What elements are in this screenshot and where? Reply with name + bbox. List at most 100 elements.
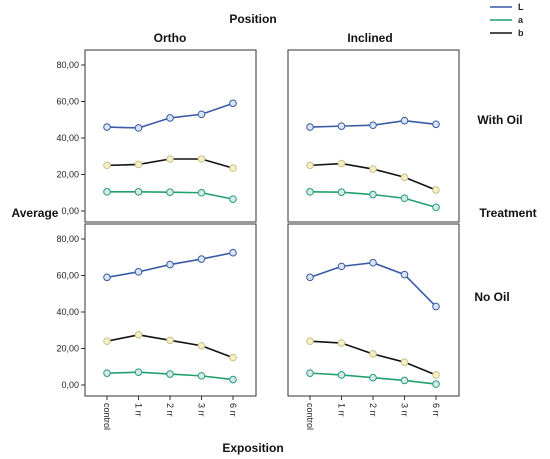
data-point-L: [400, 270, 409, 279]
x-tick-label: 3 rr: [400, 403, 410, 417]
x-tick-label: 3 rr: [197, 403, 207, 417]
y-tick-label: 80,00: [56, 234, 79, 244]
data-point-L: [103, 123, 111, 131]
data-point-b: [432, 371, 440, 379]
data-point-L: [432, 120, 440, 129]
data-point-b: [432, 186, 440, 194]
x-tick-label: 6 rr: [228, 403, 238, 417]
data-point-a: [432, 380, 440, 388]
data-point-a: [229, 375, 237, 384]
panel-frame: [84, 223, 257, 397]
data-point-b: [337, 339, 346, 347]
data-point-a: [306, 369, 314, 377]
panel-frame: [84, 49, 257, 223]
y-tick-label: 40,00: [56, 133, 79, 143]
x-tick-label: 2 rr: [165, 403, 175, 417]
y-tick-label: 20,00: [56, 344, 79, 354]
data-point-a: [103, 369, 111, 377]
y-tick-label: 0,00: [61, 206, 79, 216]
data-point-b: [337, 159, 346, 168]
data-point-b: [400, 358, 409, 366]
data-point-a: [337, 371, 346, 379]
data-point-b: [134, 160, 143, 169]
data-point-L: [306, 273, 314, 282]
data-point-b: [369, 165, 377, 173]
legend-label-L: L: [518, 2, 524, 12]
data-point-L: [229, 99, 237, 108]
data-point-L: [337, 122, 346, 130]
y-tick-label: 60,00: [56, 271, 79, 281]
data-point-L: [369, 121, 377, 130]
row-title: Treatment: [479, 206, 536, 220]
panels: 0,00 20,00 40,00 60,00 80,00 0,00 20,00 40,00 60…: [56, 49, 460, 430]
data-point-L: [369, 258, 377, 267]
x-tick-label: 2 rr: [368, 403, 378, 417]
column-title: Position: [229, 12, 276, 26]
data-point-b: [229, 164, 237, 172]
data-point-b: [197, 155, 206, 163]
data-point-L: [134, 268, 143, 276]
data-point-b: [134, 331, 143, 339]
data-point-a: [197, 188, 206, 197]
data-point-a: [134, 368, 143, 377]
data-point-a: [432, 203, 440, 212]
x-tick-label: control: [305, 403, 315, 430]
data-point-b: [400, 173, 409, 182]
panel-frame: [287, 223, 460, 397]
panel-no-oil-ortho: 0,00 20,00 40,00 60,00 80,00 control 1 rr 2 rr 3…: [56, 223, 257, 430]
y-tick-label: 40,00: [56, 307, 79, 317]
panel-with-oil-ortho: 0,00 20,00 40,00 60,00 80,00: [56, 49, 257, 223]
data-point-a: [229, 195, 237, 203]
data-point-L: [229, 248, 237, 257]
y-axis-label: Average: [12, 206, 59, 220]
data-point-b: [103, 161, 111, 170]
x-tick-label: 6 rr: [431, 403, 441, 417]
data-point-a: [306, 188, 314, 196]
data-point-L: [337, 262, 346, 271]
data-point-b: [166, 155, 174, 163]
data-point-L: [432, 302, 440, 311]
data-point-L: [197, 110, 206, 119]
data-point-a: [166, 370, 174, 378]
data-point-a: [197, 372, 206, 380]
data-point-a: [369, 373, 377, 382]
y-tick-label: 0,00: [61, 380, 79, 390]
x-tick-label: 1 rr: [337, 403, 347, 417]
data-point-a: [400, 376, 409, 385]
y-tick-label: 80,00: [56, 60, 79, 70]
legend-label-a: a: [518, 15, 524, 25]
x-axis-label: Exposition: [222, 441, 283, 455]
y-tick-label: 60,00: [56, 97, 79, 107]
data-point-L: [197, 255, 206, 263]
data-point-b: [103, 337, 111, 346]
column-label-inclined: Inclined: [347, 31, 392, 45]
data-point-a: [337, 188, 346, 197]
row-label-with-oil: With Oil: [477, 113, 522, 127]
panel-no-oil-inclined: control 1 rr 2 rr 3 rr 6 rr: [287, 223, 460, 430]
data-point-L: [306, 123, 314, 131]
legend-label-b: b: [518, 28, 524, 38]
data-point-a: [400, 194, 409, 203]
data-point-L: [166, 114, 174, 122]
x-tick-label: 1 rr: [134, 403, 144, 417]
row-label-no-oil: No Oil: [474, 290, 509, 304]
y-tick-label: 20,00: [56, 170, 79, 180]
data-point-L: [103, 273, 111, 282]
legend: L a b: [490, 2, 524, 38]
data-point-L: [134, 124, 143, 132]
data-point-a: [369, 190, 377, 199]
data-point-b: [166, 336, 174, 345]
data-point-L: [400, 116, 409, 125]
panel-with-oil-inclined: [287, 49, 460, 223]
x-tick-label: control: [102, 403, 112, 430]
data-point-L: [166, 260, 174, 269]
data-point-a: [134, 188, 143, 196]
data-point-a: [166, 188, 174, 197]
data-point-b: [306, 337, 314, 346]
data-point-b: [306, 161, 314, 170]
data-point-b: [197, 341, 206, 350]
data-point-b: [229, 353, 237, 362]
column-label-ortho: Ortho: [154, 31, 187, 45]
data-point-a: [103, 188, 111, 196]
